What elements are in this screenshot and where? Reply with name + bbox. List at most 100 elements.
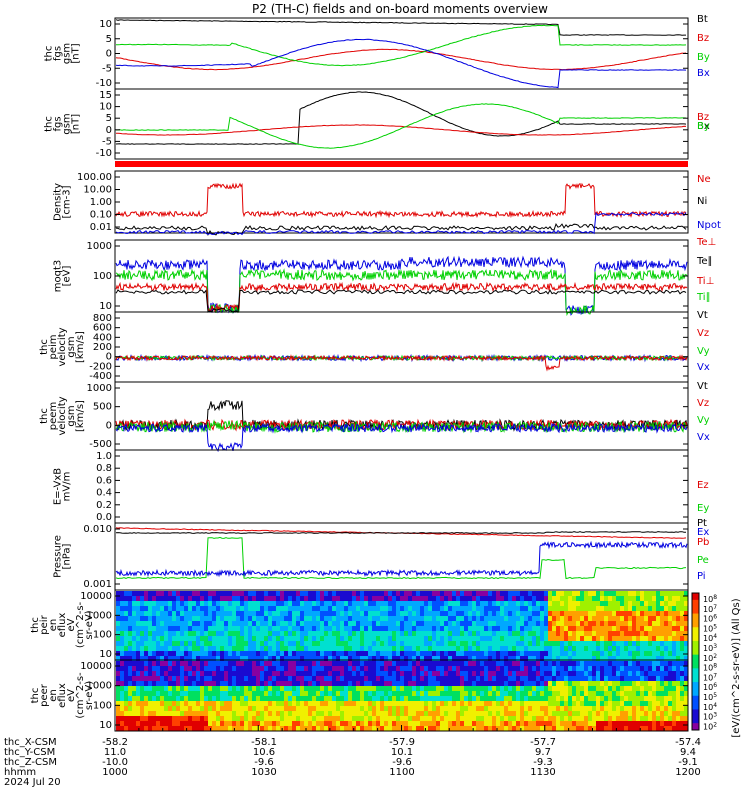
heat-cell [340, 696, 344, 701]
heat-cell [532, 726, 536, 731]
heat-cell [320, 681, 324, 686]
heat-cell [432, 686, 436, 691]
heat-cell [528, 596, 532, 601]
heat-cell [576, 696, 580, 701]
legend-Pi: Pi [697, 571, 706, 582]
heat-cell [612, 726, 616, 731]
heat-cell [208, 681, 212, 686]
heat-cell [516, 606, 520, 611]
heat-cell [136, 691, 140, 696]
heat-cell [296, 636, 300, 641]
heat-cell [252, 726, 256, 731]
heat-cell [492, 706, 496, 711]
heat-cell [180, 686, 184, 691]
heat-cell [232, 671, 236, 676]
heat-cell [392, 646, 396, 651]
heat-cell [172, 616, 176, 621]
heat-cell [124, 716, 128, 721]
heat-cell [132, 641, 136, 646]
heat-cell [484, 686, 488, 691]
heat-cell [624, 606, 628, 611]
heat-cell [636, 601, 640, 606]
heat-cell [488, 686, 492, 691]
heat-cell [324, 641, 328, 646]
heat-cell [168, 601, 172, 606]
heat-cell [408, 651, 412, 656]
heat-cell [132, 611, 136, 616]
heat-cell [360, 686, 364, 691]
heat-cell [376, 656, 380, 661]
heat-cell [448, 666, 452, 671]
heat-cell [116, 666, 120, 671]
heat-cell [536, 696, 540, 701]
heat-cell [392, 601, 396, 606]
heat-cell [164, 641, 168, 646]
heat-cell [304, 666, 308, 671]
heat-cell [152, 636, 156, 641]
heat-cell [588, 671, 592, 676]
heat-cell [636, 621, 640, 626]
heat-cell [180, 651, 184, 656]
heat-cell [504, 631, 508, 636]
heat-cell [684, 596, 688, 601]
heat-cell [384, 711, 388, 716]
heat-cell [364, 706, 368, 711]
heat-cell [152, 631, 156, 636]
heat-cell [392, 606, 396, 611]
heat-cell [536, 601, 540, 606]
panel-10: 10000100010010thcpeerenefluxeV(cm^2-s-sr… [30, 659, 689, 732]
heat-cell [252, 686, 256, 691]
heat-cell [628, 671, 632, 676]
heat-cell [500, 701, 504, 706]
heat-cell [604, 726, 608, 731]
heat-cell [300, 671, 304, 676]
heat-cell [680, 631, 684, 636]
heat-cell [424, 596, 428, 601]
heat-cell [620, 676, 624, 681]
heat-cell [224, 646, 228, 651]
heat-cell [144, 621, 148, 626]
heat-cell [336, 606, 340, 611]
heat-cell [572, 691, 576, 696]
heat-cell [224, 611, 228, 616]
series-Ti-par [115, 268, 688, 317]
heat-cell [240, 691, 244, 696]
y-axis-label: [nT] [71, 43, 82, 63]
heat-cell [280, 666, 284, 671]
heat-cell [620, 621, 624, 626]
heat-cell [528, 621, 532, 626]
heat-cell [584, 666, 588, 671]
heat-cell [144, 661, 148, 666]
heat-cell [652, 691, 656, 696]
heat-cell [480, 721, 484, 726]
heat-cell [624, 646, 628, 651]
heat-cell [356, 621, 360, 626]
heat-cell [216, 651, 220, 656]
heat-cell [196, 616, 200, 621]
heat-cell [544, 591, 548, 596]
heat-cell [148, 671, 152, 676]
heat-cell [448, 671, 452, 676]
heat-cell [388, 631, 392, 636]
heat-cell [628, 616, 632, 621]
heat-cell [284, 691, 288, 696]
heat-cell [252, 711, 256, 716]
heat-cell [320, 611, 324, 616]
heat-cell [472, 626, 476, 631]
heat-cell [260, 651, 264, 656]
heat-cell [232, 621, 236, 626]
heat-cell [472, 701, 476, 706]
heat-cell [616, 591, 620, 596]
heat-cell [160, 616, 164, 621]
heat-cell [176, 621, 180, 626]
heat-cell [416, 611, 420, 616]
heat-cell [664, 676, 668, 681]
heat-cell [156, 716, 160, 721]
heat-cell [240, 646, 244, 651]
heat-cell [332, 716, 336, 721]
heat-cell [168, 681, 172, 686]
heat-cell [140, 626, 144, 631]
heat-cell [348, 631, 352, 636]
heat-cell [584, 691, 588, 696]
y-axis-label: thc [30, 617, 41, 633]
